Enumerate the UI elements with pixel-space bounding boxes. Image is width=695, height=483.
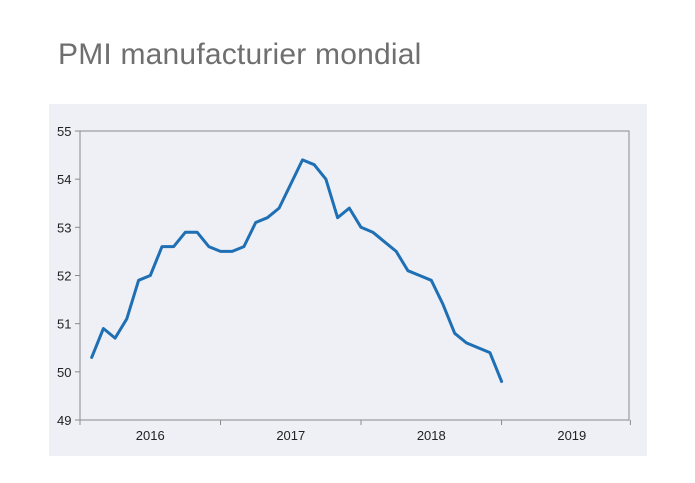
y-tick-label: 50 xyxy=(57,365,71,380)
y-tick-label: 55 xyxy=(57,124,71,139)
x-tick-label: 2019 xyxy=(557,428,586,443)
y-tick-label: 51 xyxy=(57,317,71,332)
chart-title: PMI manufacturier mondial xyxy=(58,38,422,71)
y-tick-label: 53 xyxy=(57,220,71,235)
chart-background xyxy=(49,104,647,456)
plot-frame xyxy=(79,130,630,421)
x-tick-label: 2016 xyxy=(136,428,165,443)
y-tick-label: 52 xyxy=(57,269,71,284)
x-tick-label: 2018 xyxy=(417,428,446,443)
series-line-pmi xyxy=(90,158,504,383)
x-tick-label: 2017 xyxy=(276,428,305,443)
y-tick-label: 49 xyxy=(57,413,71,428)
y-tick-label: 54 xyxy=(57,172,71,187)
